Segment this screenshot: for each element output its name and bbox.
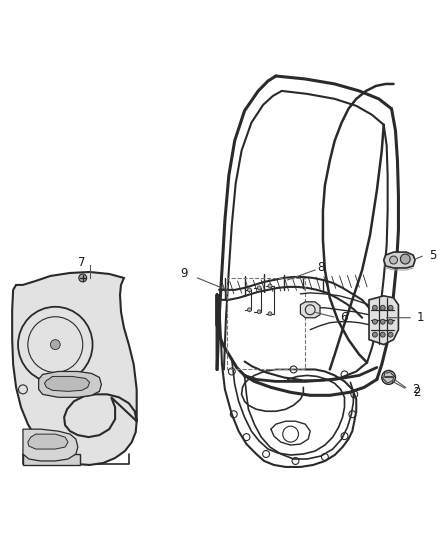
Circle shape [388, 319, 393, 324]
Circle shape [268, 312, 272, 316]
Circle shape [382, 370, 396, 384]
Text: 6: 6 [341, 311, 348, 324]
Circle shape [388, 332, 393, 337]
Polygon shape [300, 302, 320, 318]
Text: 2: 2 [412, 383, 420, 396]
Circle shape [390, 256, 397, 264]
Circle shape [79, 274, 87, 282]
Circle shape [380, 332, 385, 337]
Polygon shape [384, 252, 415, 268]
Circle shape [257, 286, 261, 290]
Polygon shape [45, 376, 90, 391]
Circle shape [268, 284, 272, 288]
Circle shape [372, 305, 378, 310]
Text: 8: 8 [317, 262, 325, 274]
Circle shape [380, 319, 385, 324]
Circle shape [400, 254, 410, 264]
Circle shape [388, 305, 393, 310]
Circle shape [380, 305, 385, 310]
Text: 1: 1 [417, 311, 424, 324]
Polygon shape [39, 372, 101, 397]
Text: 9: 9 [180, 268, 187, 280]
Text: 5: 5 [429, 248, 436, 262]
Text: 7: 7 [78, 255, 85, 269]
Polygon shape [23, 454, 80, 465]
Circle shape [247, 308, 251, 312]
Text: 2: 2 [413, 386, 420, 399]
Polygon shape [369, 296, 399, 345]
Circle shape [257, 310, 261, 314]
Polygon shape [12, 272, 137, 465]
Circle shape [372, 319, 378, 324]
Polygon shape [23, 429, 78, 461]
Circle shape [50, 340, 60, 350]
Circle shape [247, 288, 251, 292]
Polygon shape [28, 434, 68, 449]
Circle shape [372, 332, 378, 337]
